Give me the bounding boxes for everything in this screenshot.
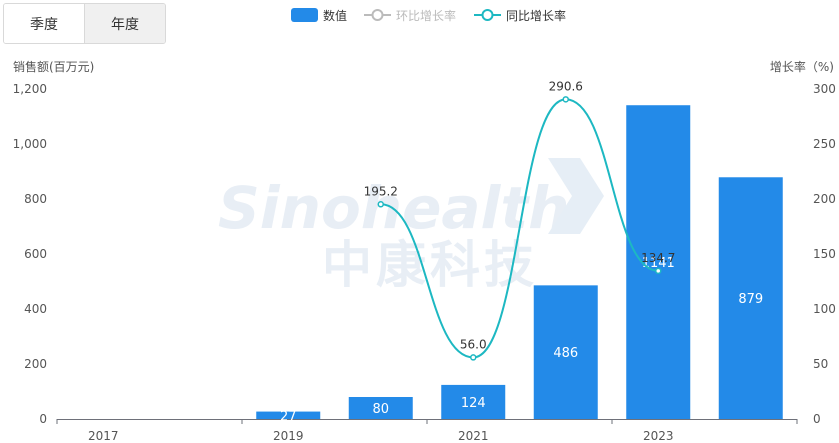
x-tick-label: 2021 xyxy=(458,429,489,443)
bar xyxy=(441,384,506,419)
y-tick-label: 1,200 xyxy=(13,82,47,96)
bar xyxy=(626,105,691,419)
bar xyxy=(718,177,783,419)
yoy-value-label: 195.2 xyxy=(364,184,398,198)
bar-value-label: 80 xyxy=(372,402,389,417)
y-tick-label: 800 xyxy=(24,192,47,206)
legend-marker-qoq-icon xyxy=(371,9,384,21)
y-axis-title: 销售额(百万元) xyxy=(13,59,94,74)
y2-tick-label: 250 xyxy=(813,137,836,151)
watermark-cjk: 中康科技 xyxy=(322,236,538,294)
bar-value-label: 27 xyxy=(280,409,297,424)
x-tick-label: 2019 xyxy=(273,429,304,443)
yoy-value-label: 290.6 xyxy=(549,79,583,93)
yoy-line xyxy=(380,98,659,359)
tab-quarterly[interactable]: 季度 xyxy=(4,4,84,43)
x-tick-label: 2017 xyxy=(88,429,119,443)
y-tick-label: 600 xyxy=(24,247,47,261)
y-tick-label: 400 xyxy=(24,302,47,316)
bar xyxy=(256,411,321,419)
yoy-value-label: 134.7 xyxy=(641,251,675,265)
yoy-point xyxy=(377,201,384,208)
y2-axis-title: 增长率（%) xyxy=(770,59,834,74)
chart-axes: 销售额(百万元) 增长率（%) 0 200 400 600 800 1,000 1,200 0 50… xyxy=(13,59,836,443)
y-tick-label: 1,000 xyxy=(13,137,47,151)
bar xyxy=(533,285,598,419)
bar-value-label: 879 xyxy=(738,292,763,307)
y2-tick-label: 0 xyxy=(813,412,821,426)
legend-label-yoy: 同比增长率 xyxy=(506,8,566,23)
y2-tick-label: 50 xyxy=(813,357,828,371)
chart-legend: 数值 环比增长率 同比增长率 xyxy=(291,8,566,23)
period-tabs: 季度 年度 xyxy=(3,3,166,44)
y2-tick-label: 300 xyxy=(813,82,836,96)
bar-value-label: 486 xyxy=(553,346,578,361)
y2-tick-label: 200 xyxy=(813,192,836,206)
y2-tick-label: 100 xyxy=(813,302,836,316)
x-tick-label: 2023 xyxy=(643,429,674,443)
legend-label-value: 数值 xyxy=(323,8,347,23)
legend-marker-yoy-icon xyxy=(481,9,494,21)
yoy-line-series: 195.2 56.0 290.6 134.7 xyxy=(364,79,675,361)
bar-series: 27 80 124 486 1141 879 xyxy=(256,105,783,424)
y-tick-label: 0 xyxy=(39,412,47,426)
yoy-value-label: 56.0 xyxy=(460,337,487,351)
yoy-point xyxy=(562,96,569,103)
watermark-chevron-icon xyxy=(548,158,604,234)
legend-swatch-bar xyxy=(291,8,318,22)
legend-label-qoq: 环比增长率 xyxy=(396,8,456,23)
bar-value-label: 124 xyxy=(461,396,486,411)
tab-yearly[interactable]: 年度 xyxy=(84,4,165,43)
y2-tick-label: 150 xyxy=(813,247,836,261)
y-tick-label: 200 xyxy=(24,357,47,371)
yoy-point xyxy=(470,354,477,361)
yoy-point xyxy=(655,267,662,275)
bar xyxy=(348,397,413,419)
bar-value-label: 1141 xyxy=(642,256,675,271)
